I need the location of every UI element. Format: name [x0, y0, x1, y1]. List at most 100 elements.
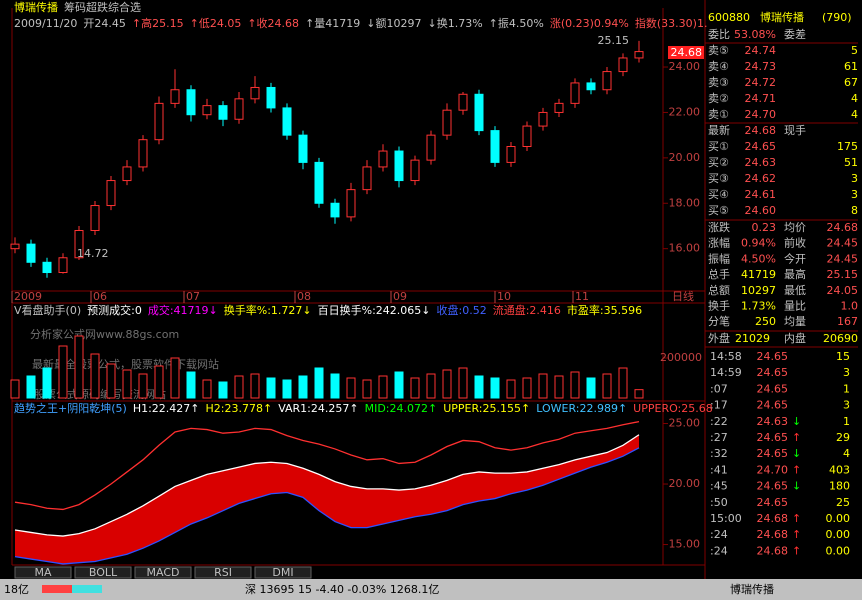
tick-arrow: ↓	[792, 447, 801, 460]
indicator-item: H2:23.778↑	[205, 402, 273, 415]
candle-body	[298, 134, 308, 163]
ask-value: 24.70	[745, 108, 777, 121]
candle-body	[330, 202, 340, 218]
stat-label: 均价	[784, 221, 806, 234]
volume-bar	[362, 379, 372, 399]
tab[interactable]	[14, 566, 72, 579]
tick-price: 24.65	[757, 350, 789, 363]
tick-arrow: ↓	[792, 415, 801, 428]
volume-bar	[266, 377, 276, 399]
bid-label: 买④	[708, 188, 729, 201]
volume-bar	[474, 375, 484, 399]
stat-label: 振幅	[708, 251, 730, 265]
volume-bar	[58, 345, 68, 399]
tick-volume: 3	[843, 399, 850, 412]
bid-qty: 3	[851, 188, 858, 201]
tick-volume: 180	[829, 480, 850, 493]
ask-qty: 4	[851, 92, 858, 105]
candle-body	[234, 98, 244, 120]
tick-arrow: ↑	[792, 431, 801, 444]
ask-qty: 61	[844, 60, 858, 73]
indicator-item: VAR1:24.257↑	[278, 402, 359, 415]
volume-bar	[618, 367, 628, 399]
outer-inner: 外盘	[708, 331, 730, 345]
volume-header: V看盘助手(0) 预测成交:0 成交:41719↓ 换手率%:1.727↓ 百日换手%:…	[14, 304, 648, 318]
stat-value: 0.23	[752, 221, 777, 234]
tick-price: 24.65	[757, 480, 789, 493]
volume-bar	[634, 389, 644, 399]
tick-time: :32	[710, 447, 728, 460]
candle-body	[346, 189, 356, 218]
volume-item: 换手率%:1.727↓	[223, 304, 312, 317]
tab[interactable]	[194, 566, 252, 579]
tab[interactable]	[74, 566, 132, 579]
candle-body	[442, 109, 452, 136]
tab-label[interactable]: RSI	[214, 566, 232, 579]
tick-time: :24	[710, 528, 728, 541]
volume-bar	[410, 377, 420, 399]
candle-body	[26, 243, 36, 263]
volume-bar	[554, 375, 564, 399]
ask-label: 卖①	[708, 108, 729, 121]
candle-body	[410, 159, 420, 182]
candle-body	[266, 86, 276, 109]
x-label: 07	[186, 290, 200, 303]
candle-body	[170, 89, 180, 104]
volume-bar	[490, 377, 500, 399]
y-tick-label: 200000	[660, 351, 702, 364]
stat-value: 24.45	[827, 237, 859, 250]
candle-body	[426, 134, 436, 161]
candle-body	[122, 166, 132, 182]
tick-volume: 0.00	[826, 512, 851, 525]
tick-price: 24.65	[757, 431, 789, 444]
volume-bar	[122, 369, 132, 399]
tick-price: 24.68	[757, 528, 789, 541]
info-item: 2009/11/20	[14, 17, 78, 30]
ask-value: 24.74	[745, 44, 777, 57]
y-tick-label: 20.00	[669, 151, 701, 164]
volume-bar	[74, 335, 84, 399]
candle-body	[490, 130, 500, 163]
tick-price: 24.65	[757, 366, 789, 379]
stock-code: 600880	[708, 11, 750, 24]
volume-bar	[330, 373, 340, 399]
tick-volume: 3	[843, 366, 850, 379]
tick-volume: 4	[843, 447, 850, 460]
tab-label[interactable]: BOLL	[89, 566, 118, 579]
bid-qty: 8	[851, 204, 858, 217]
tab-label[interactable]: MACD	[147, 566, 180, 579]
y-tick-label: 20.00	[669, 477, 701, 490]
last-label2: 现手	[784, 123, 806, 137]
tick-volume: 25	[836, 496, 850, 509]
stat-value: 24.05	[827, 284, 859, 297]
tab-label[interactable]: MA	[34, 566, 51, 579]
bid-qty: 175	[837, 140, 858, 153]
stat-value: 24.68	[827, 221, 859, 234]
tick-price: 24.70	[757, 463, 789, 476]
ask-qty: 5	[851, 44, 858, 57]
volume-bar	[298, 375, 308, 399]
tab[interactable]	[254, 566, 312, 579]
y-tick-label: 25.00	[669, 417, 701, 430]
tick-arrow: ↑	[792, 463, 801, 476]
candle-body	[314, 161, 324, 204]
last-price: 24.68	[671, 46, 703, 59]
volume-bar	[234, 375, 244, 399]
candle-body	[106, 180, 116, 207]
low-label: 14.72	[77, 247, 109, 260]
tick-time: 14:58	[710, 350, 742, 363]
tab-label[interactable]: DMI	[272, 566, 293, 579]
stat-label: 分笔	[708, 314, 730, 328]
bid-qty: 3	[851, 172, 858, 185]
stat-label: 总额	[708, 283, 730, 297]
tick-volume: 403	[829, 463, 850, 476]
candle-body	[186, 89, 196, 116]
candle-body	[42, 261, 52, 274]
tab[interactable]	[134, 566, 192, 579]
indicator-item: MID:24.072↑	[364, 402, 438, 415]
tick-volume: 29	[836, 431, 850, 444]
stock-name: 博瑞传播	[14, 1, 58, 14]
stat-label: 换手	[708, 299, 730, 313]
